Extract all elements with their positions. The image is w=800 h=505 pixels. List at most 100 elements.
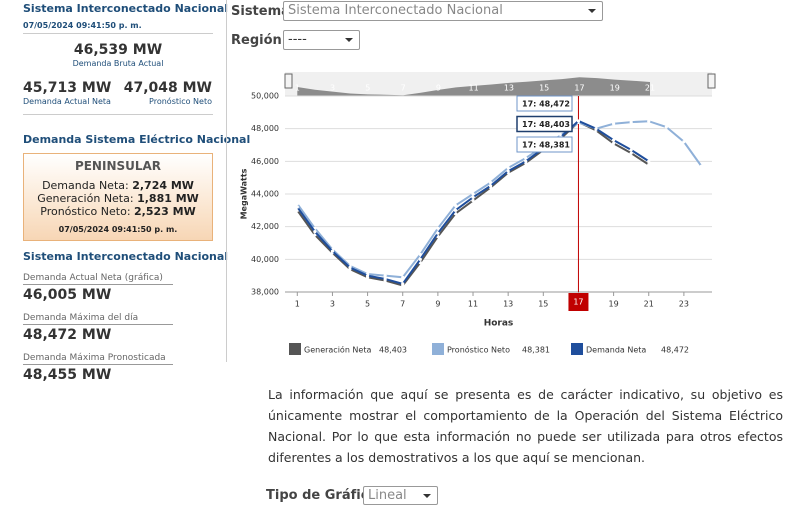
timestamp: 07/05/2024 09:41:50 p. m. [23, 21, 142, 30]
data-point [647, 159, 651, 163]
vertical-divider [226, 0, 227, 362]
tooltip-text: 17: 48,381 [522, 141, 570, 150]
x-tick-label: 13 [503, 300, 513, 309]
data-point [629, 148, 633, 152]
chart-type-select[interactable]: Lineal [363, 486, 438, 505]
navigator-label: 19 [610, 84, 620, 93]
y-tick-label: 40,000 [251, 255, 279, 264]
data-point [682, 140, 686, 144]
forecast-label: Pronóstico Neto [149, 97, 212, 106]
data-point [647, 119, 651, 123]
sen-title: Demanda Sistema Eléctrico Nacional [23, 133, 251, 146]
data-point [436, 231, 440, 235]
navigator-label: 3 [330, 84, 335, 93]
peninsular-title: PENINSULAR [74, 159, 162, 173]
row-label: Generación Neta: [37, 192, 134, 205]
data-point [506, 166, 510, 170]
x-tick-label: 9 [435, 300, 440, 309]
navigator-handle[interactable] [707, 73, 716, 89]
data-point [647, 163, 651, 167]
system-select[interactable]: Sistema Interconectado Nacional [283, 1, 603, 21]
legend-value: 48,403 [379, 346, 407, 355]
peninsular-row: Pronóstico Neto: 2,523 MW [24, 205, 212, 218]
chart-type-label: Tipo de Gráfica [266, 488, 378, 503]
x-axis-title: Horas [484, 319, 514, 329]
chart: 1 3 5 7 9 11 13 15 17 19 2138,00040,00042,00044,00… [240, 72, 716, 355]
legend-name: Demanda Neta [586, 346, 646, 355]
legend-value: 48,472 [661, 346, 689, 355]
legend-swatch[interactable] [432, 343, 444, 355]
data-point [436, 226, 440, 230]
data-point [401, 275, 405, 279]
series-line [296, 120, 650, 287]
legend-value: 48,381 [522, 346, 550, 355]
x-tick-label: 11 [468, 300, 478, 309]
stat-label: Demanda Máxima del día [23, 313, 139, 323]
y-tick-label: 44,000 [251, 190, 279, 199]
stat-value: 48,455 MW [23, 367, 112, 383]
underline [23, 284, 173, 285]
underline [23, 324, 173, 325]
row-label: Demanda Neta: [42, 179, 129, 192]
x-tick-label: 23 [679, 300, 689, 309]
data-point [453, 203, 458, 208]
x-tick-label: 15 [538, 300, 548, 309]
data-point [295, 205, 299, 209]
data-point [295, 202, 299, 206]
navigator-label: 9 [436, 84, 441, 93]
data-point [629, 120, 633, 124]
data-point [418, 252, 422, 257]
actual-label: Demanda Actual Neta [23, 97, 111, 106]
data-point [576, 119, 581, 123]
legend-swatch[interactable] [571, 343, 583, 355]
data-point [488, 180, 493, 185]
stat-label: Demanda Máxima Pronosticada [23, 353, 166, 363]
data-point [664, 125, 668, 129]
row-label: Pronóstico Neto: [40, 205, 131, 218]
y-tick-label: 38,000 [251, 288, 279, 297]
gross-value: 46,539 MW [73, 42, 163, 58]
data-point [524, 159, 528, 163]
y-tick-label: 46,000 [251, 157, 279, 166]
data-point [418, 257, 422, 261]
data-point [313, 233, 317, 237]
peninsular-row: Demanda Neta: 2,724 MW [24, 179, 212, 192]
stat-label: Demanda Actual Neta (gráfica) [23, 273, 163, 283]
data-point [506, 169, 510, 173]
data-point [471, 198, 475, 203]
x-tick-label: 21 [644, 300, 654, 309]
x-tick-label: 7 [400, 300, 405, 309]
underline [23, 364, 173, 365]
data-point [471, 195, 475, 199]
disclaimer: La información que aquí se presenta es d… [268, 387, 783, 465]
navigator-label: 17 [574, 84, 584, 93]
peninsular-row: Generación Neta: 1,881 MW [24, 192, 212, 205]
region-select[interactable]: ---- [283, 30, 360, 50]
data-point [365, 274, 370, 278]
navigator-handle[interactable] [284, 73, 293, 89]
data-point [629, 151, 633, 155]
data-point [330, 249, 335, 253]
legend-swatch[interactable] [289, 343, 301, 355]
row-value: 2,724 MW [132, 179, 194, 192]
navigator-label: 15 [539, 84, 549, 93]
gross-label: Demanda Bruta Actual [72, 59, 164, 68]
tooltip-text: 17: 48,403 [522, 120, 570, 129]
tooltip-box [516, 115, 573, 133]
data-point [611, 122, 616, 126]
navigator-label: 21 [645, 84, 655, 93]
x-tick-label: 19 [609, 300, 619, 309]
data-point [594, 127, 598, 131]
region-label: Región [231, 33, 282, 48]
y-tick-label: 42,000 [251, 222, 279, 231]
row-value: 1,881 MW [137, 192, 199, 205]
divider [23, 33, 213, 34]
legend-name: Pronóstico Neto [447, 345, 510, 355]
actual-value: 45,713 MW [23, 80, 112, 96]
navigator-label: 5 [365, 84, 370, 93]
data-point [471, 192, 475, 196]
data-point [524, 156, 528, 160]
highlight-box [568, 293, 589, 311]
